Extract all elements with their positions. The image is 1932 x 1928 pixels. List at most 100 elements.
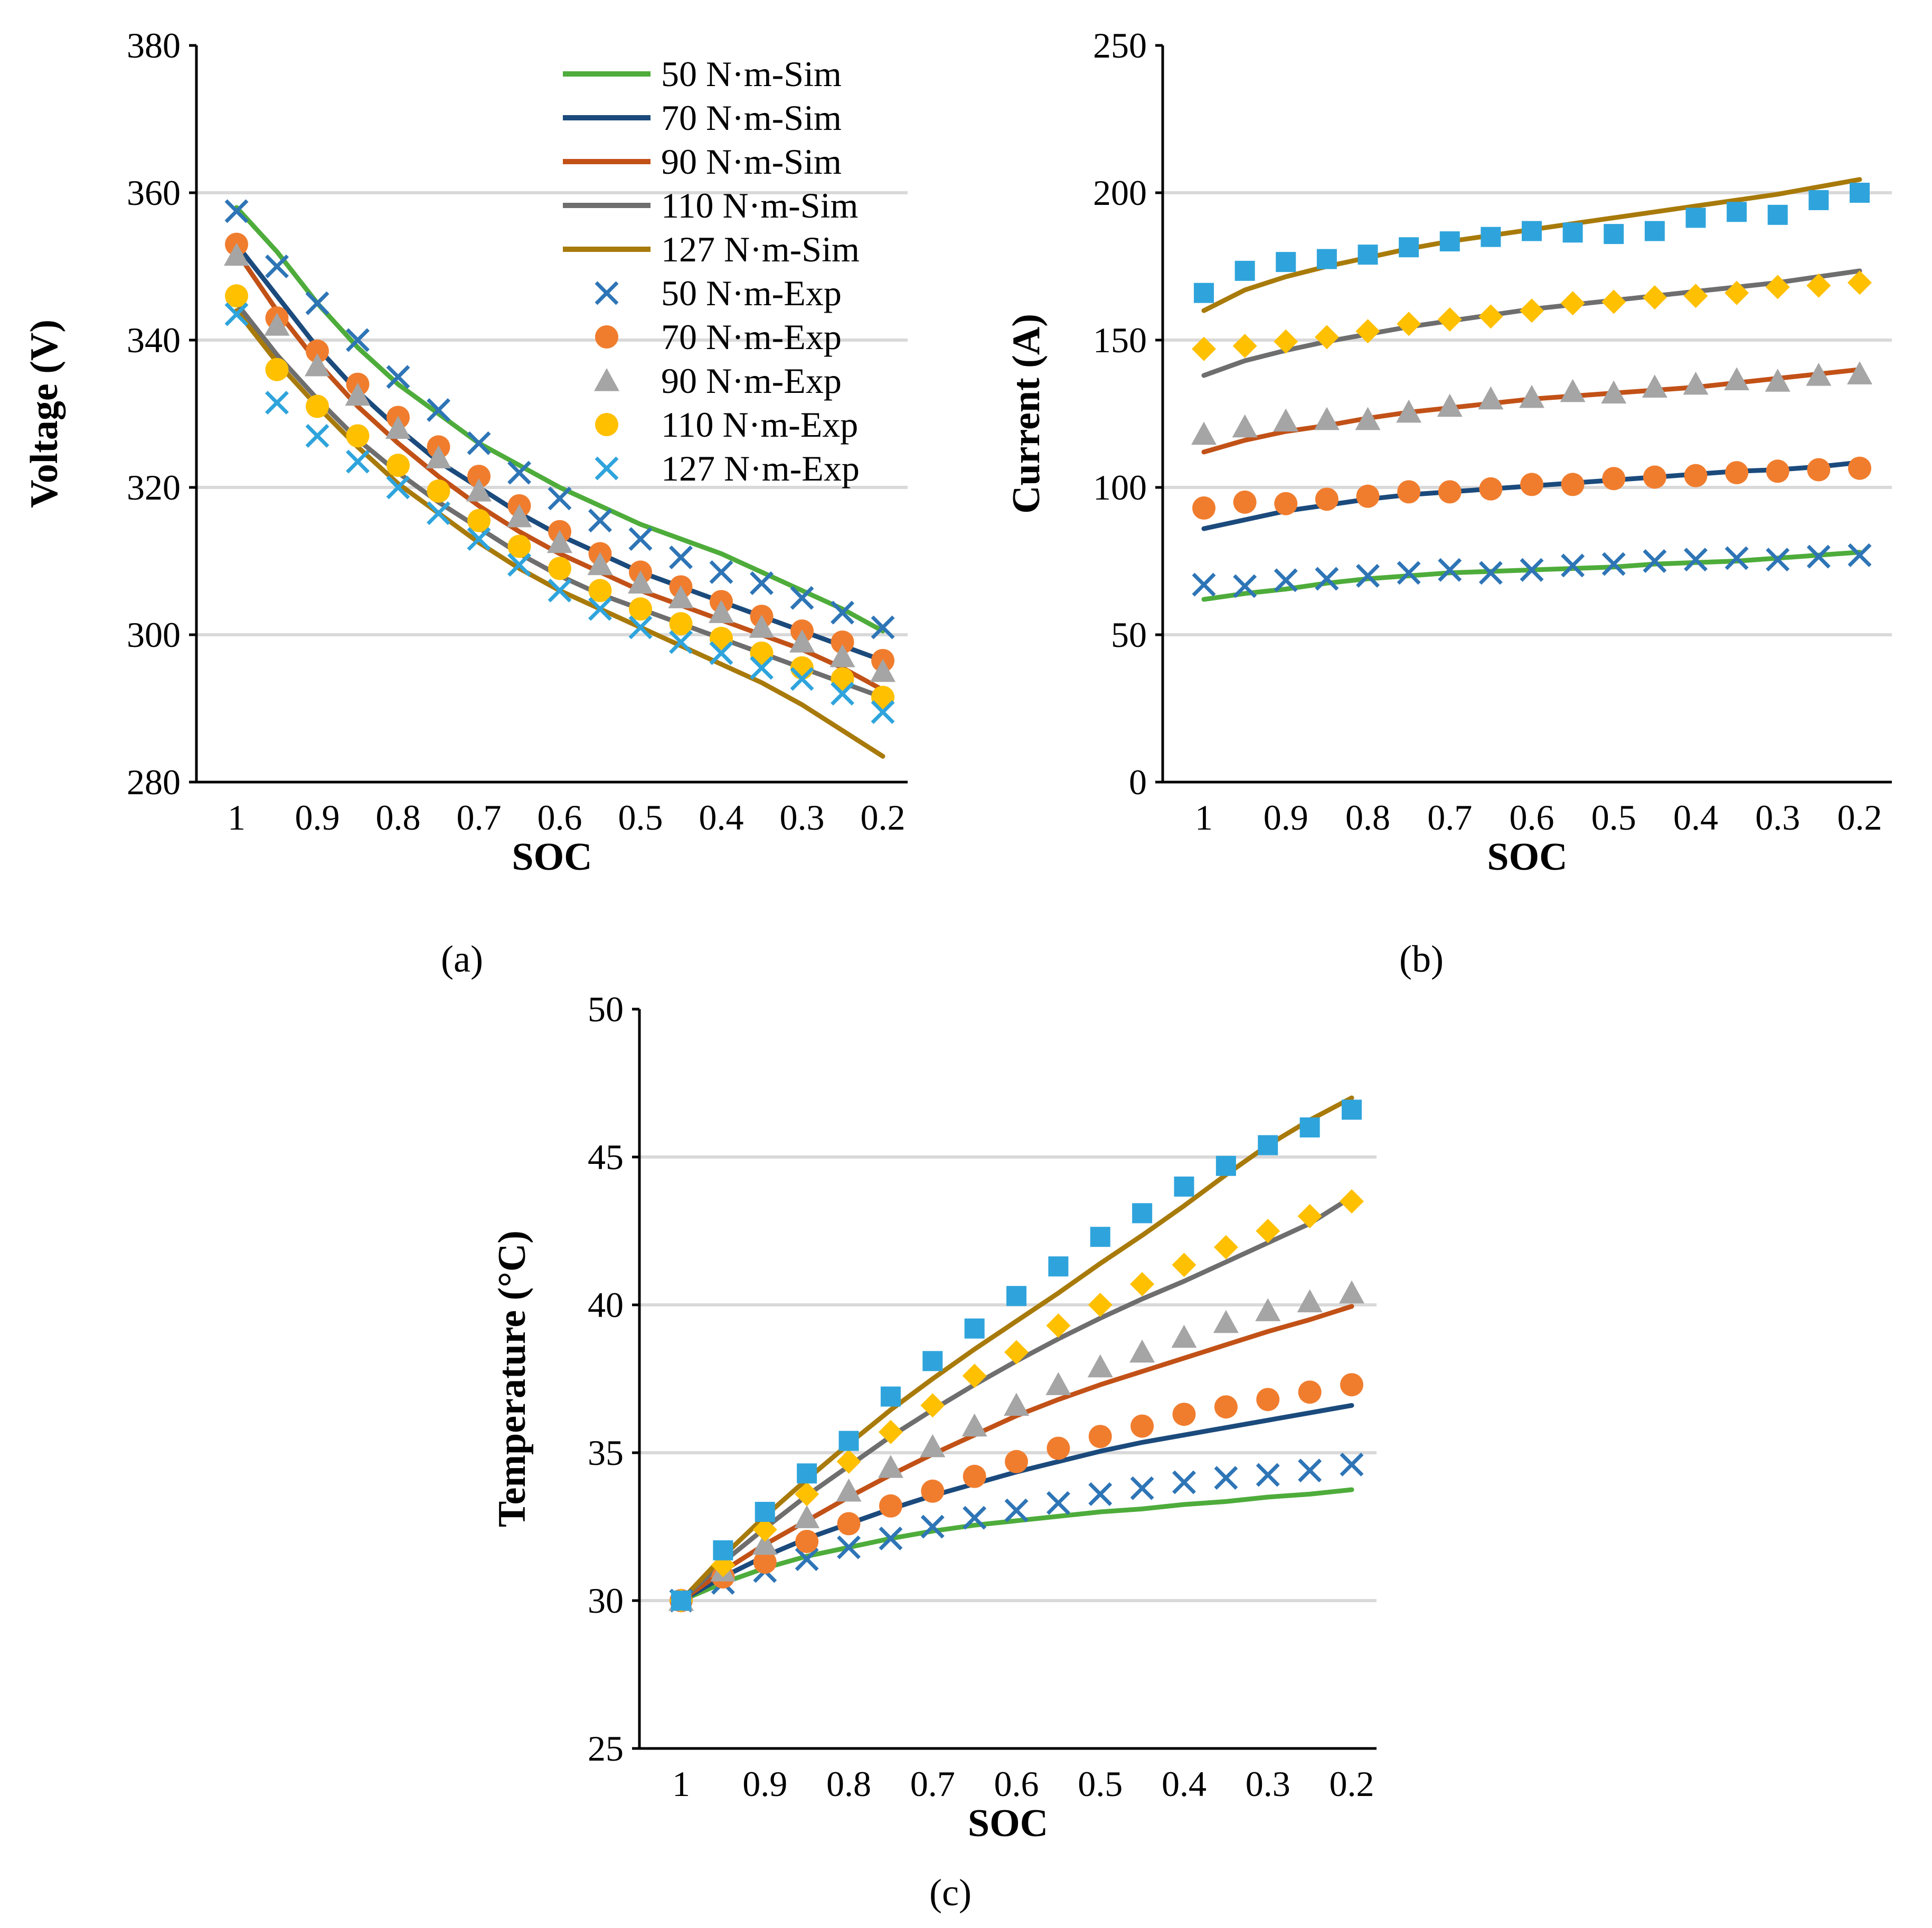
legend-marker-swatch (595, 325, 618, 349)
legend-label: 50 N·m-Sim (661, 54, 842, 94)
data-point (831, 630, 854, 654)
data-point (1274, 329, 1298, 354)
data-point (547, 530, 572, 553)
data-point (346, 449, 370, 474)
data-point (1171, 1324, 1197, 1348)
data-point (1233, 574, 1257, 598)
data-point (628, 615, 653, 639)
data-point (878, 1455, 903, 1478)
data-point (548, 486, 572, 511)
x-tick-label: 0.8 (376, 797, 421, 838)
data-point (1192, 496, 1215, 520)
data-point (1397, 480, 1421, 504)
data-point (790, 667, 814, 691)
data-point (1438, 558, 1462, 582)
data-point (962, 1413, 987, 1437)
data-point (1481, 227, 1501, 247)
data-point (797, 1463, 817, 1484)
data-point (225, 284, 248, 308)
series-markers-90-exp (224, 242, 896, 682)
data-point (1601, 289, 1626, 314)
data-point (1256, 1463, 1280, 1487)
data-point (1297, 1204, 1322, 1228)
x-tick-label: 0.3 (780, 797, 825, 838)
data-point (1130, 1414, 1154, 1438)
data-point (306, 339, 329, 363)
data-point (1355, 319, 1380, 344)
data-point (1847, 361, 1872, 384)
series-markers-127-exp (224, 302, 895, 724)
data-point (1314, 407, 1340, 430)
x-tick-label: 0.3 (1755, 797, 1800, 838)
data-point (386, 475, 410, 500)
data-point (750, 656, 774, 680)
y-tick-label: 300 (127, 615, 181, 655)
series-markers-127-exp (1194, 183, 1870, 303)
data-point (426, 445, 451, 468)
data-point (1438, 480, 1462, 504)
data-point (1850, 183, 1870, 203)
x-tick-label: 0.6 (538, 797, 582, 838)
series-line-127-sim (1201, 177, 1862, 313)
data-point (1848, 270, 1872, 295)
x-tick-label: 0.2 (1330, 1764, 1374, 1804)
data-point (830, 644, 855, 667)
data-point (467, 465, 491, 488)
data-point (1724, 367, 1750, 391)
data-point (1643, 465, 1666, 489)
data-point (305, 291, 329, 315)
data-point (1356, 484, 1380, 508)
data-point (920, 1515, 945, 1539)
data-point (1274, 568, 1298, 592)
data-point (1315, 567, 1339, 591)
data-point (1316, 249, 1337, 269)
data-point (963, 1506, 987, 1530)
data-point (1520, 558, 1544, 582)
x-tick-label: 0.9 (295, 797, 340, 838)
data-point (795, 1547, 819, 1572)
data-point (920, 1393, 945, 1418)
data-point (750, 641, 774, 665)
data-point (265, 358, 289, 381)
data-point (1643, 549, 1667, 573)
data-point (755, 1502, 775, 1522)
data-point (1340, 1373, 1363, 1397)
data-point (1340, 1452, 1364, 1476)
data-point (878, 1419, 903, 1444)
x-tick-label: 0.5 (1078, 1764, 1123, 1804)
data-point (1437, 393, 1463, 417)
y-tick-label: 35 (588, 1433, 624, 1473)
data-point (628, 570, 653, 594)
data-point (1478, 386, 1504, 410)
data-point (964, 1318, 985, 1339)
data-point (466, 478, 492, 502)
data-point (1766, 459, 1789, 483)
data-point (1601, 380, 1627, 404)
panel-label-b: (b) (1399, 938, 1444, 980)
data-point (962, 1363, 987, 1388)
data-point (1004, 1340, 1029, 1365)
data-point (1339, 1280, 1364, 1304)
data-point (548, 557, 571, 580)
data-point (880, 1386, 901, 1407)
data-point (750, 571, 774, 595)
data-point (1561, 553, 1585, 578)
data-point (1683, 371, 1709, 395)
x-tick-label: 0.2 (861, 797, 906, 838)
x-tick-label: 0.4 (1673, 797, 1718, 838)
data-point (1298, 1459, 1322, 1483)
legend-label: 70 N·m-Sim (661, 98, 842, 138)
x-tick-label: 0.5 (618, 797, 663, 838)
series-markers-70-exp (1192, 456, 1871, 520)
data-point (669, 546, 693, 570)
data-point (1004, 1393, 1029, 1416)
data-point (1397, 312, 1421, 336)
data-point (1087, 1354, 1113, 1378)
data-point (587, 552, 613, 576)
data-point (836, 1478, 862, 1502)
legend-item-127-sim: 127 N·m-Sim (563, 229, 860, 269)
data-point (795, 1482, 819, 1507)
data-point (1258, 1135, 1278, 1155)
data-point (1088, 1293, 1113, 1317)
data-point (629, 597, 652, 621)
